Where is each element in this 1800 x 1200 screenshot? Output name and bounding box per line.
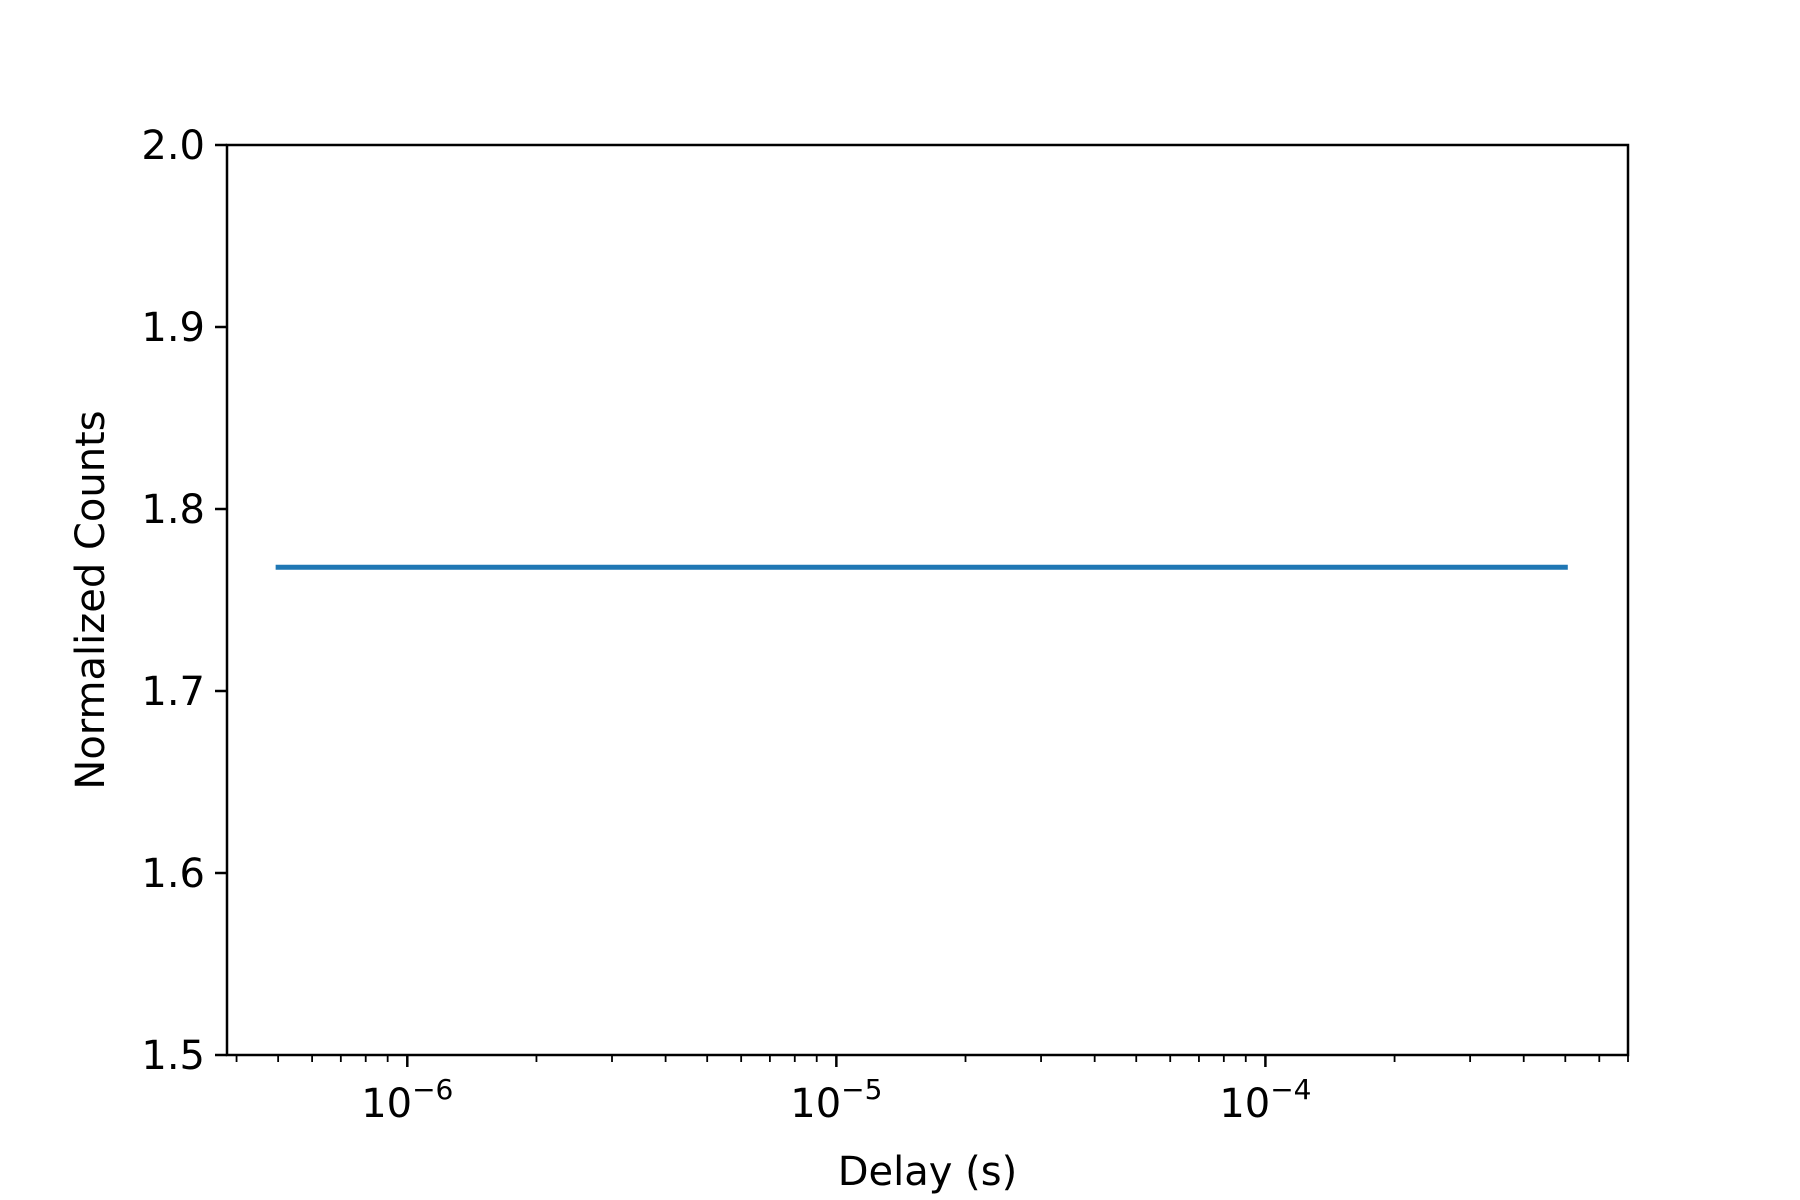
plot-frame (225, 143, 1630, 1057)
x-axis-title: Delay (s) (838, 1149, 1017, 1195)
x-tick-label: 10−4 (1219, 1073, 1311, 1127)
y-axis-title: Normalized Counts (68, 410, 114, 789)
y-tick-label: 1.9 (141, 305, 205, 351)
x-tick-label: 10−6 (361, 1073, 453, 1127)
axis-ticks: 1.5 1.6 1.7 1.8 1.9 2.0 10−6 10−5 10−4 (141, 123, 1629, 1127)
y-tick-label: 1.6 (141, 851, 205, 897)
y-tick-label: 2.0 (141, 123, 205, 169)
y-tick-label: 1.5 (141, 1033, 205, 1079)
y-tick-label: 1.8 (141, 487, 205, 533)
x-tick-label: 10−5 (790, 1073, 882, 1127)
y-tick-label: 1.7 (141, 669, 205, 715)
